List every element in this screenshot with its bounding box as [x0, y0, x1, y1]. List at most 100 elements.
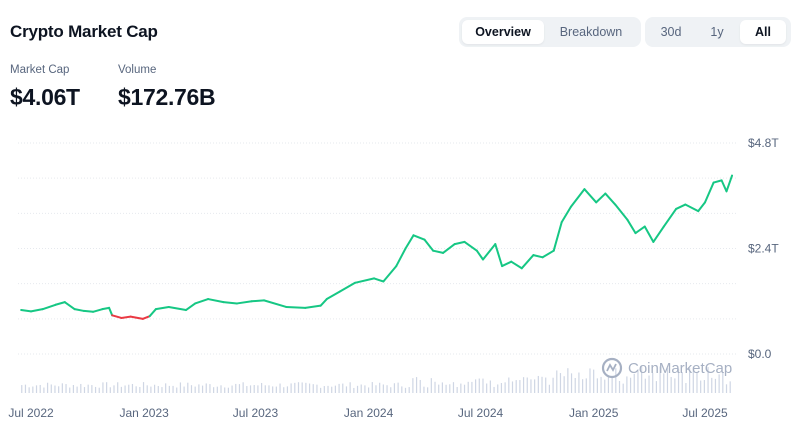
- volume-bar: [600, 376, 602, 393]
- volume-bar: [537, 375, 539, 393]
- volume-bar: [633, 373, 635, 393]
- line-segment: [54, 301, 66, 306]
- volume-bar: [390, 387, 392, 393]
- line-segment: [207, 298, 225, 304]
- line-segment: [510, 260, 523, 270]
- volume-bar: [393, 383, 396, 393]
- line-segment: [148, 308, 157, 318]
- volume-bar: [190, 385, 193, 393]
- volume-bar: [412, 378, 414, 393]
- line-segment: [552, 221, 563, 252]
- volume-bar: [142, 382, 145, 393]
- volume-bar: [482, 378, 484, 393]
- volume-bar: [172, 385, 174, 393]
- volume-bar: [423, 386, 425, 393]
- volume-bar: [46, 382, 49, 393]
- line-segment: [463, 240, 478, 252]
- volume-bar: [700, 380, 702, 393]
- volume-bar: [168, 385, 170, 393]
- volume-label: Volume: [118, 64, 157, 76]
- volume-bar: [61, 383, 63, 393]
- volume-bar: [456, 387, 458, 393]
- volume-bar: [530, 379, 532, 393]
- volume-bar: [556, 370, 558, 393]
- volume-bar: [689, 367, 691, 393]
- volume-bar: [58, 386, 60, 393]
- line-segment: [675, 203, 687, 210]
- line-segment: [41, 303, 57, 311]
- volume-bar: [386, 385, 388, 393]
- line-segment: [643, 225, 655, 243]
- volume-bar: [685, 383, 687, 393]
- volume-bar: [707, 367, 709, 393]
- volume-bar: [268, 385, 270, 393]
- x-tick-label: Jul 2025: [682, 406, 728, 420]
- volume-bar: [98, 387, 100, 393]
- volume-bar: [323, 386, 325, 393]
- line-segment: [494, 243, 504, 268]
- tab-breakdown[interactable]: Breakdown: [559, 25, 623, 39]
- range-1y-button[interactable]: 1y: [710, 25, 724, 39]
- line-segment: [432, 249, 445, 254]
- volume-bar: [187, 382, 189, 393]
- tab-overview[interactable]: Overview: [462, 20, 544, 44]
- volume-bar: [194, 386, 196, 393]
- volume-bar: [297, 382, 300, 393]
- volume-bar: [486, 383, 488, 393]
- volume-bar: [283, 387, 285, 393]
- line-segment: [595, 192, 607, 204]
- volume-bar: [231, 385, 233, 393]
- line-segment: [583, 188, 598, 204]
- volume-bar: [157, 386, 159, 393]
- volume-bar: [242, 382, 244, 393]
- volume-stat: Volume $172.76B: [118, 64, 216, 111]
- x-tick-label: Jan 2025: [569, 406, 619, 420]
- volume-bar: [76, 386, 78, 393]
- range-30d-button[interactable]: 30d: [660, 25, 682, 39]
- volume-bar: [615, 368, 617, 393]
- volume-bar: [379, 382, 381, 393]
- volume-bar: [279, 383, 281, 393]
- line-segment: [501, 260, 513, 268]
- volume-bar: [441, 382, 443, 393]
- line-segment: [82, 309, 95, 313]
- volume-bar: [183, 386, 185, 393]
- chart-watermark: CoinMarketCap: [601, 357, 732, 379]
- volume-bar: [224, 387, 226, 393]
- volume-bar: [655, 381, 658, 393]
- line-segment: [304, 304, 322, 309]
- line-segment: [475, 249, 484, 261]
- range-all-button[interactable]: All: [740, 20, 786, 44]
- volume-bar: [316, 384, 318, 393]
- volume-bar: [246, 386, 248, 393]
- volume-bar: [294, 382, 296, 393]
- volume-bar: [235, 383, 237, 393]
- x-tick-label: Jan 2024: [344, 406, 394, 420]
- volume-bar: [150, 386, 152, 393]
- volume-bar: [264, 385, 266, 393]
- volume-bar: [714, 378, 717, 393]
- line-segment: [626, 218, 637, 235]
- line-segment: [250, 299, 266, 303]
- line-segment: [63, 301, 76, 311]
- volume-bar: [338, 383, 340, 393]
- volume-bar: [153, 384, 156, 393]
- volume-bar: [574, 377, 576, 393]
- volume-bar: [578, 372, 580, 393]
- volume-bar: [471, 381, 473, 393]
- volume-bar: [24, 384, 27, 393]
- volume-bar: [320, 387, 322, 393]
- volume-bar: [629, 377, 632, 393]
- line-segment: [319, 298, 328, 307]
- y-axis-labels: $4.8T $2.4T $0.0: [748, 136, 779, 361]
- volume-bar: [408, 387, 410, 393]
- volume-bar: [65, 384, 67, 393]
- page-title: Crypto Market Cap: [10, 22, 158, 41]
- volume-bar: [120, 386, 122, 393]
- volume-bar: [548, 384, 550, 393]
- volume-bar: [589, 368, 591, 393]
- market-cap-label: Market Cap: [10, 64, 70, 76]
- volume-bar: [711, 377, 713, 393]
- line-segment: [569, 188, 586, 208]
